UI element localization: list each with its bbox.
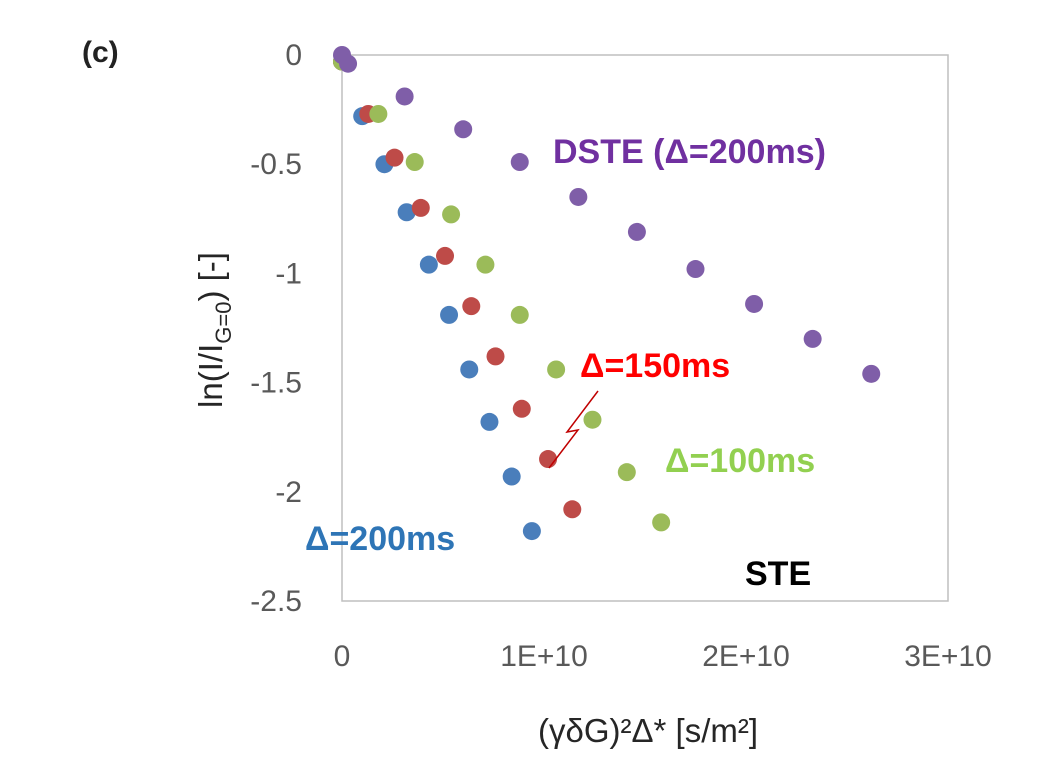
data-point (569, 187, 588, 206)
y-tick-label: -2.5 (250, 585, 302, 618)
y-tick-label: -1 (275, 257, 302, 290)
y-tick-label: -2 (275, 476, 302, 509)
data-point (617, 463, 636, 482)
annotation-dste-200ms: DSTE (Δ=200ms) (553, 133, 826, 171)
data-point (436, 246, 455, 265)
y-tick-labels: 0 -0.5 -1 -1.5 -2 -2.5 (250, 39, 302, 618)
data-point (502, 467, 521, 486)
data-point (454, 120, 473, 139)
plot-area-frame (341, 54, 949, 602)
data-point (339, 54, 358, 73)
annotation-ste-150ms: Δ=150ms (580, 347, 730, 385)
data-point (405, 153, 424, 172)
y-axis-title: ln(I/IG=0) [-] (192, 252, 236, 408)
series-1 (333, 52, 582, 519)
data-point (803, 329, 822, 348)
y-tick-label: -1.5 (250, 367, 302, 400)
x-axis-title: (γδG)²Δ* [s/m²] (538, 712, 758, 749)
x-tick-label: 2E+10 (702, 640, 790, 673)
callout-leader-line (548, 390, 599, 469)
annotation-ste-100ms: Δ=100ms (665, 442, 815, 480)
data-point (563, 500, 582, 519)
data-point (627, 222, 646, 241)
x-tick-label: 1E+10 (500, 640, 588, 673)
data-points (333, 46, 881, 541)
x-tick-label: 3E+10 (904, 640, 992, 673)
data-point (369, 104, 388, 123)
data-point (397, 203, 416, 222)
y-tick-label: 0 (285, 39, 302, 72)
data-point (510, 305, 529, 324)
data-point (442, 205, 461, 224)
data-point (419, 255, 438, 274)
data-point (411, 198, 430, 217)
series-3 (333, 46, 881, 383)
data-point (480, 412, 499, 431)
annotation-ste: STE (745, 555, 811, 593)
data-point (862, 364, 881, 383)
data-point (583, 410, 602, 429)
data-point (476, 255, 495, 274)
data-point (460, 360, 479, 379)
data-point (385, 148, 404, 167)
data-point (686, 260, 705, 279)
data-point (745, 294, 764, 313)
x-tick-label: 0 (334, 640, 351, 673)
data-point (510, 153, 529, 172)
data-point (652, 513, 671, 532)
data-point (440, 305, 459, 324)
data-point (522, 522, 541, 541)
annotation-ste-200ms: Δ=200ms (305, 520, 455, 558)
data-point (395, 87, 414, 106)
x-tick-labels: 0 1E+10 2E+10 3E+10 (334, 640, 992, 673)
data-point (462, 297, 481, 316)
series-0 (333, 52, 541, 541)
data-point (512, 399, 531, 418)
data-point (547, 360, 566, 379)
panel-label: (c) (82, 36, 119, 69)
series-2 (333, 52, 671, 532)
data-point (486, 347, 505, 366)
y-tick-label: -0.5 (250, 148, 302, 181)
data-point (539, 450, 558, 469)
